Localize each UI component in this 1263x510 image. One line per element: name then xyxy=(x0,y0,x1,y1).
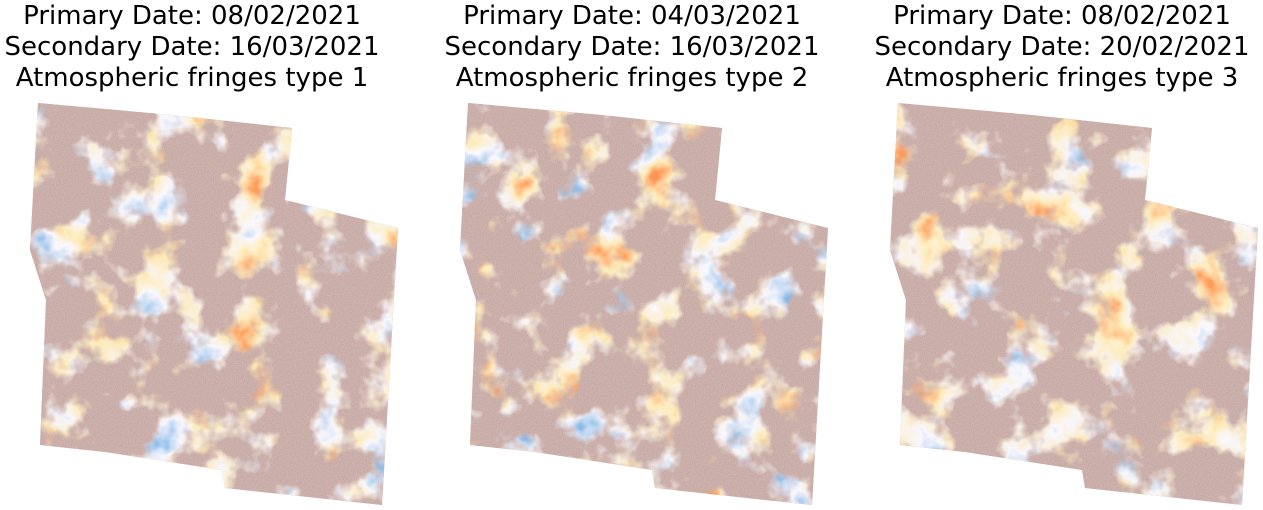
fringes xyxy=(30,103,398,505)
secondary-date: Secondary Date: 20/02/2021 xyxy=(875,32,1250,62)
interferogram xyxy=(30,103,398,505)
secondary-date: Secondary Date: 16/03/2021 xyxy=(5,32,380,62)
fringes xyxy=(460,103,828,505)
panel-label: Atmospheric fringes type 2 xyxy=(456,63,809,93)
primary-date: Primary Date: 04/03/2021 xyxy=(463,1,801,31)
interferogram xyxy=(460,103,828,505)
fringes xyxy=(890,103,1258,505)
panel-label: Atmospheric fringes type 3 xyxy=(886,63,1239,93)
panel-label: Atmospheric fringes type 1 xyxy=(16,63,369,93)
interferogram xyxy=(890,103,1258,505)
secondary-date: Secondary Date: 16/03/2021 xyxy=(445,32,820,62)
primary-date: Primary Date: 08/02/2021 xyxy=(893,1,1231,31)
primary-date: Primary Date: 08/02/2021 xyxy=(23,1,361,31)
